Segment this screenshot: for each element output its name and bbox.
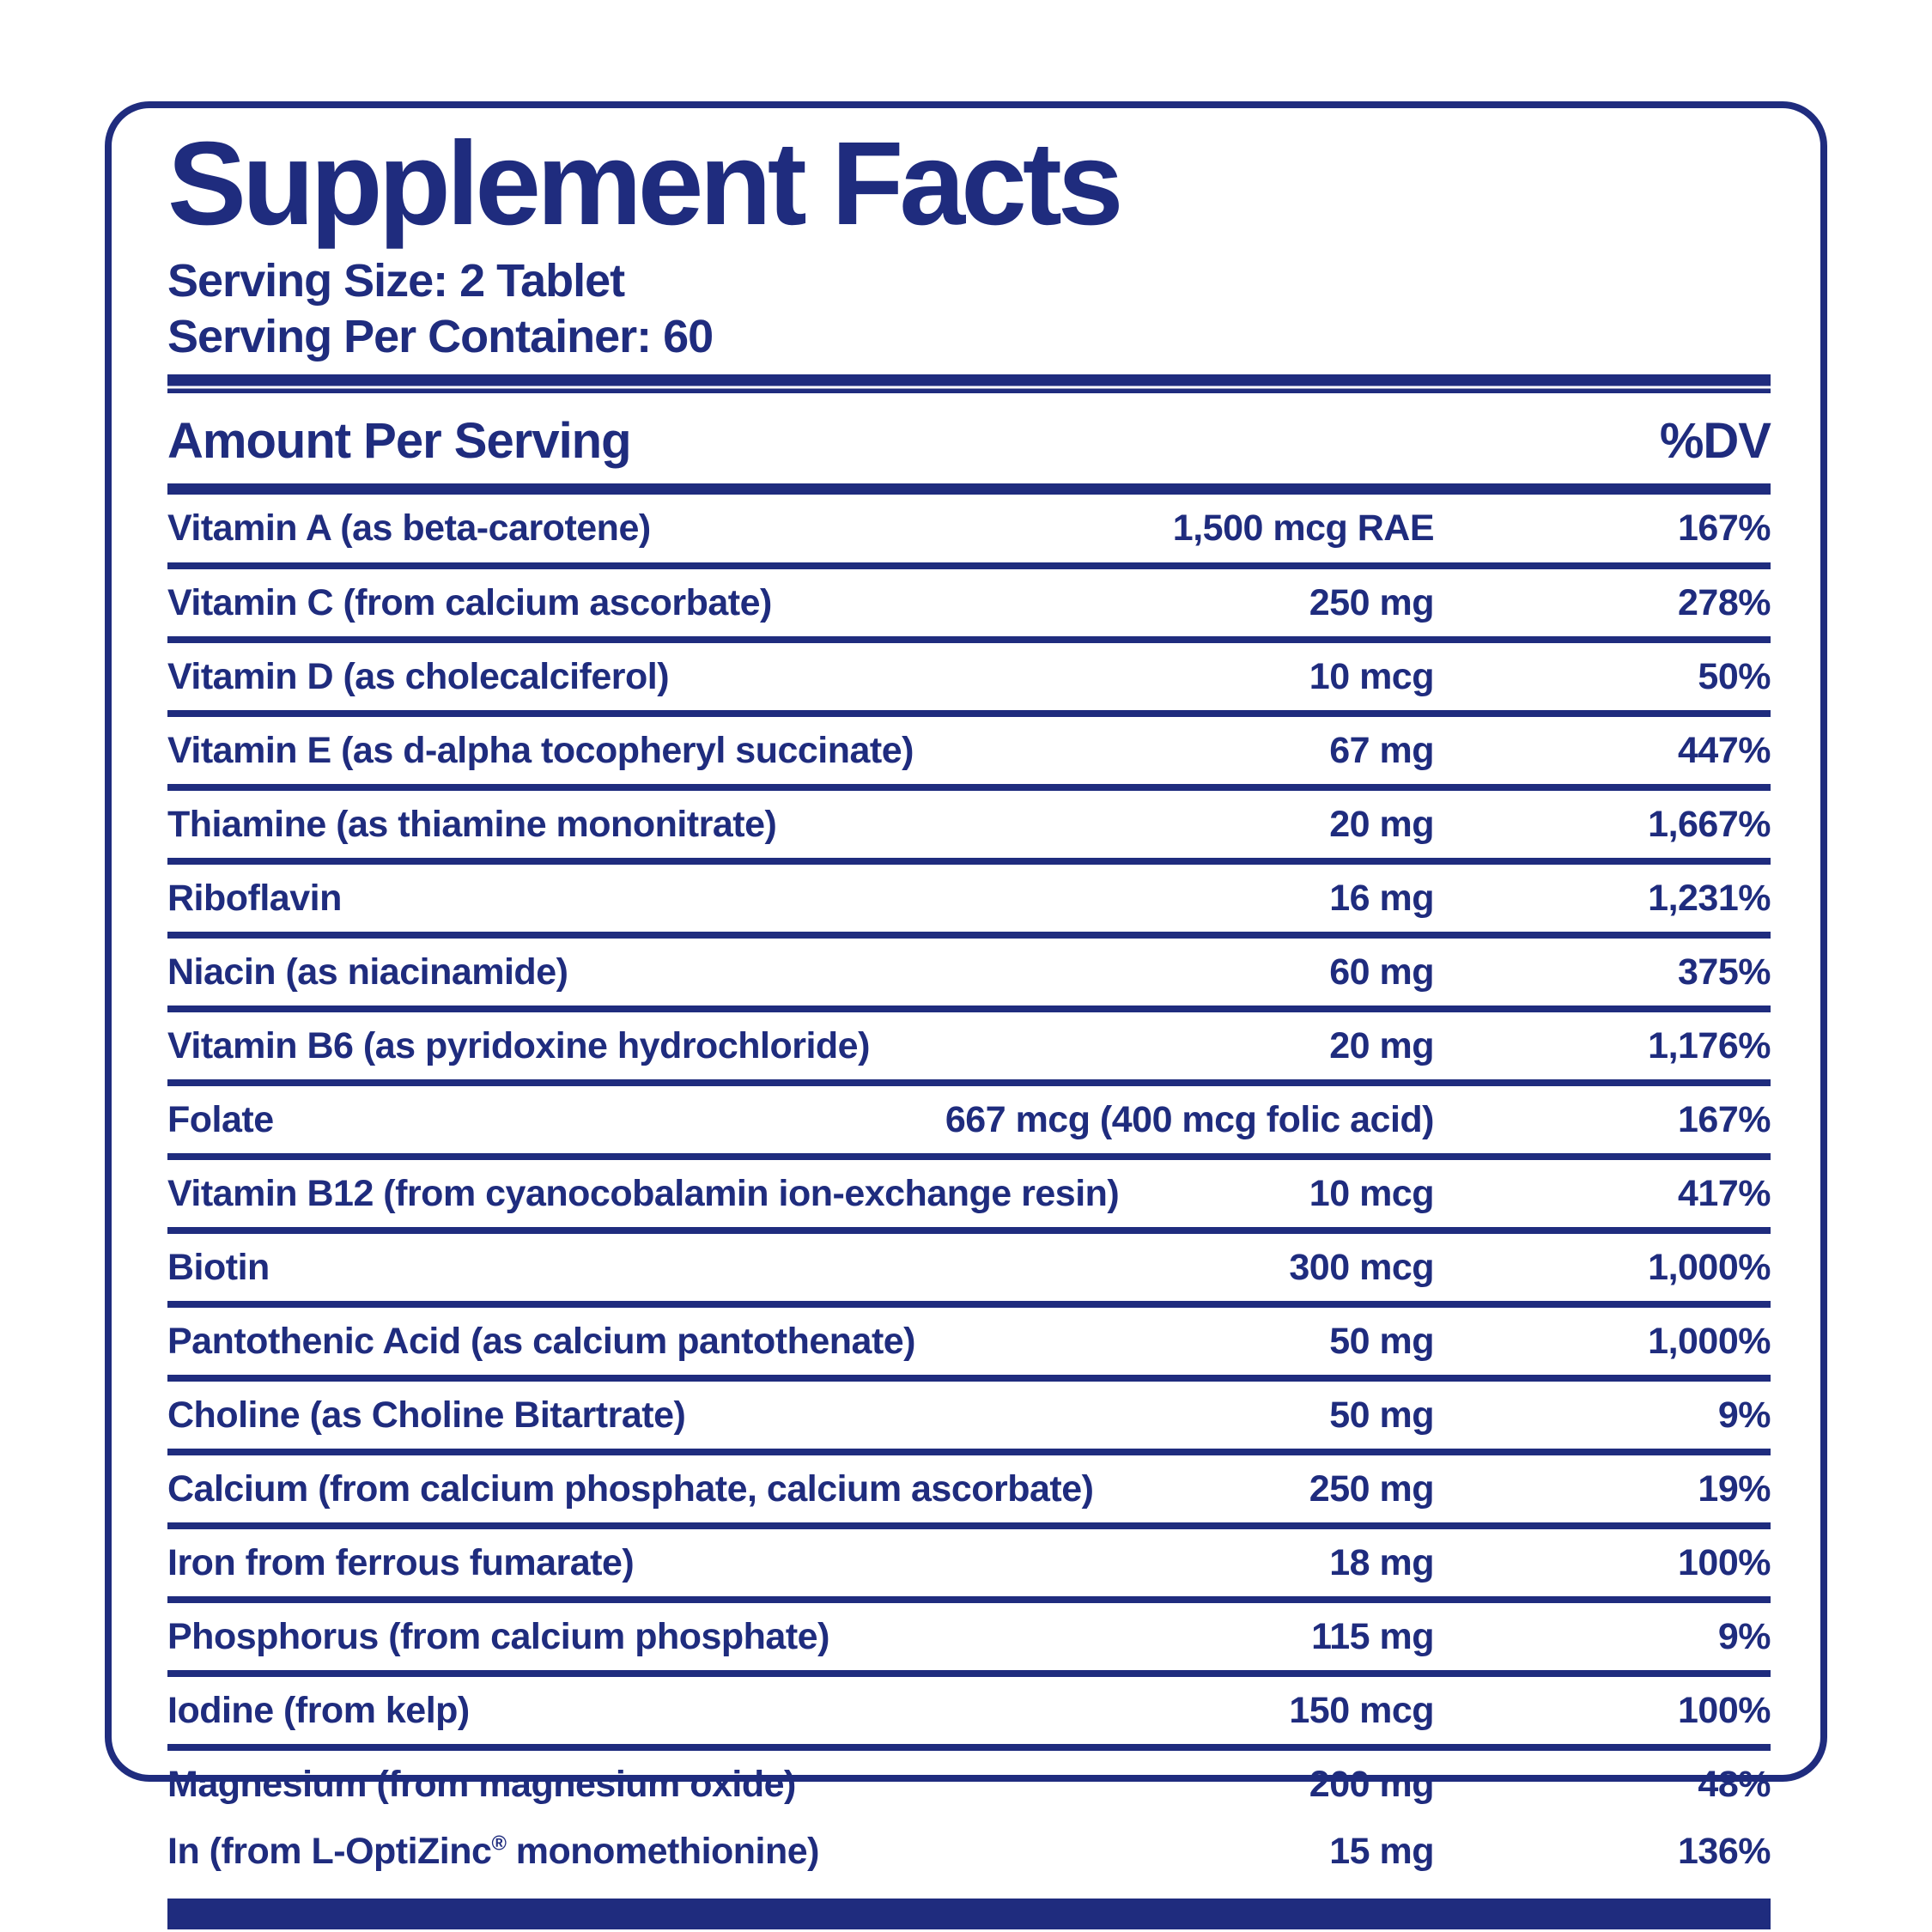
nutrient-name: Phosphorus (from calcium phosphate) <box>167 1616 829 1658</box>
table-row: Vitamin D (as cholecalciferol) 10 mcg 50% <box>167 635 1771 710</box>
bottom-divider-bar <box>167 1899 1771 1930</box>
nutrient-name: Thiamine (as thiamine mononitrate) <box>167 803 777 845</box>
table-row: Calcium (from calcium phosphate, calcium… <box>167 1449 1771 1522</box>
nutrient-percent-dv: 1,231% <box>1648 877 1771 919</box>
nutrient-name: Vitamin B12 (from cyanocobalamin ion-exc… <box>167 1172 1120 1214</box>
nutrient-percent-dv: 19% <box>1698 1468 1771 1510</box>
nutrient-amount: 1,500 mcg RAE <box>1172 507 1435 550</box>
nutrient-name: Riboflavin <box>167 877 342 919</box>
table-row: Vitamin A (as beta-carotene) 1,500 mcg RA… <box>167 495 1771 562</box>
nutrient-percent-dv: 1,000% <box>1648 1246 1771 1288</box>
heavy-divider-bar <box>167 374 1771 394</box>
nutrient-amount: 18 mg <box>1329 1542 1434 1584</box>
nutrient-percent-dv: 278% <box>1678 581 1771 623</box>
table-row: Vitamin C (from calcium ascorbate) 250 mg… <box>167 562 1771 636</box>
nutrient-name: Pantothenic Acid (as calcium pantothenat… <box>167 1321 916 1362</box>
table-row: Choline (as Choline Bitartrate) 50 mg 9% <box>167 1375 1771 1449</box>
nutrient-amount: 250 mg <box>1309 581 1435 623</box>
nutrient-percent-dv: 417% <box>1678 1172 1771 1214</box>
nutrient-amount: 667 mcg (400 mcg folic acid) <box>945 1098 1435 1140</box>
table-row: Vitamin E (as d-alpha tocopheryl succina… <box>167 709 1771 784</box>
table-row: Iron from ferrous fumarate) 18 mg 100% <box>167 1522 1771 1596</box>
percent-dv-header: %DV <box>1659 413 1771 470</box>
nutrient-amount: 16 mg <box>1329 877 1434 919</box>
nutrient-name: Calcium (from calcium phosphate, calcium… <box>167 1468 1094 1510</box>
serving-size-text: Serving Size: 2 Tablet <box>167 254 625 307</box>
registered-trademark-symbol: ® <box>491 1833 507 1856</box>
nutrient-name: Iodine (from kelp) <box>167 1690 470 1732</box>
nutrient-name: Vitamin B6 (as pyridoxine hydrochloride) <box>167 1024 870 1066</box>
nutrient-percent-dv: 167% <box>1678 507 1771 550</box>
nutrient-amount: 10 mcg <box>1309 1172 1435 1214</box>
nutrient-percent-dv: 167% <box>1678 1098 1771 1140</box>
nutrient-percent-dv: 1,176% <box>1648 1024 1771 1066</box>
table-row: Magnesium (from magnesium oxide) 200 mg 48… <box>167 1744 1771 1818</box>
nutrient-percent-dv: 100% <box>1678 1542 1771 1584</box>
nutrient-name: Vitamin E (as d-alpha tocopheryl succina… <box>167 729 914 771</box>
table-row: Pantothenic Acid (as calcium pantothenat… <box>167 1301 1771 1375</box>
table-row: Thiamine (as thiamine mononitrate) 20 mg 1… <box>167 783 1771 858</box>
nutrient-percent-dv: 1,000% <box>1648 1321 1771 1362</box>
nutrient-amount: 67 mg <box>1329 729 1434 771</box>
table-row: Phosphorus (from calcium phosphate) 115 m… <box>167 1596 1771 1670</box>
nutrient-rows: Vitamin A (as beta-carotene) 1,500 mcg RA… <box>167 495 1771 1885</box>
nutrient-amount: 115 mg <box>1311 1616 1434 1658</box>
table-row: Vitamin B12 (from cyanocobalamin ion-exc… <box>167 1152 1771 1227</box>
nutrient-amount: 20 mg <box>1329 803 1434 845</box>
nutrient-percent-dv: 447% <box>1678 729 1771 771</box>
nutrient-percent-dv: 100% <box>1678 1690 1771 1732</box>
nutrient-amount: 150 mcg <box>1289 1690 1434 1732</box>
label-border-box: Supplement Facts Serving Size: 2 Tablet … <box>105 101 1827 1930</box>
nutrient-percent-dv: 375% <box>1678 951 1771 993</box>
table-row: In (from L-OptiZinc® monomethionine) 15 m… <box>167 1818 1771 1885</box>
nutrient-name: Vitamin D (as cholecalciferol) <box>167 655 670 697</box>
nutrient-name: Choline (as Choline Bitartrate) <box>167 1394 686 1437</box>
nutrient-amount: 15 mg <box>1329 1831 1434 1873</box>
table-row: Riboflavin 16 mg 1,231% <box>167 857 1771 932</box>
nutrient-percent-dv: 136% <box>1678 1831 1771 1873</box>
table-column-header: Amount Per Serving %DV <box>167 393 1771 483</box>
nutrient-name: Vitamin C (from calcium ascorbate) <box>167 581 772 623</box>
table-row: Folate 667 mcg (400 mcg folic acid) 167% <box>167 1078 1771 1153</box>
nutrient-name: Folate <box>167 1098 274 1140</box>
nutrient-name: In (from L-OptiZinc® monomethionine) <box>167 1831 820 1873</box>
table-row: Niacin (as niacinamide) 60 mg 375% <box>167 931 1771 1005</box>
nutrient-amount: 300 mcg <box>1289 1246 1434 1288</box>
table-row: Vitamin B6 (as pyridoxine hydrochloride)… <box>167 1005 1771 1079</box>
nutrient-percent-dv: 50% <box>1698 655 1771 697</box>
table-row: Biotin 300 mcg 1,000% <box>167 1226 1771 1301</box>
header-divider-rule <box>167 483 1771 495</box>
nutrient-name: Vitamin A (as beta-carotene) <box>167 507 651 550</box>
nutrient-name: Iron from ferrous fumarate) <box>167 1542 635 1584</box>
nutrient-name: Magnesium (from magnesium oxide) <box>167 1764 796 1806</box>
nutrient-amount: 250 mg <box>1309 1468 1435 1510</box>
nutrient-percent-dv: 48% <box>1698 1764 1771 1806</box>
nutrient-name: Biotin <box>167 1246 270 1288</box>
servings-per-container-text: Serving Per Container: 60 <box>167 310 714 362</box>
nutrient-percent-dv: 1,667% <box>1648 803 1771 845</box>
nutrient-percent-dv: 9% <box>1717 1616 1771 1658</box>
nutrient-amount: 60 mg <box>1329 951 1434 993</box>
nutrient-amount: 10 mcg <box>1309 655 1435 697</box>
nutrient-percent-dv: 9% <box>1717 1394 1771 1437</box>
label-content: Supplement Facts Serving Size: 2 Tablet … <box>167 108 1771 1930</box>
nutrient-name: Niacin (as niacinamide) <box>167 951 568 993</box>
nutrient-amount: 200 mg <box>1309 1764 1435 1806</box>
nutrient-amount: 20 mg <box>1329 1024 1434 1066</box>
nutrient-amount: 50 mg <box>1329 1321 1434 1362</box>
page-title: Supplement Facts <box>167 118 1124 250</box>
amount-per-serving-header: Amount Per Serving <box>167 413 632 470</box>
nutrient-amount: 50 mg <box>1329 1394 1434 1437</box>
table-row: Iodine (from kelp) 150 mcg 100% <box>167 1670 1771 1744</box>
